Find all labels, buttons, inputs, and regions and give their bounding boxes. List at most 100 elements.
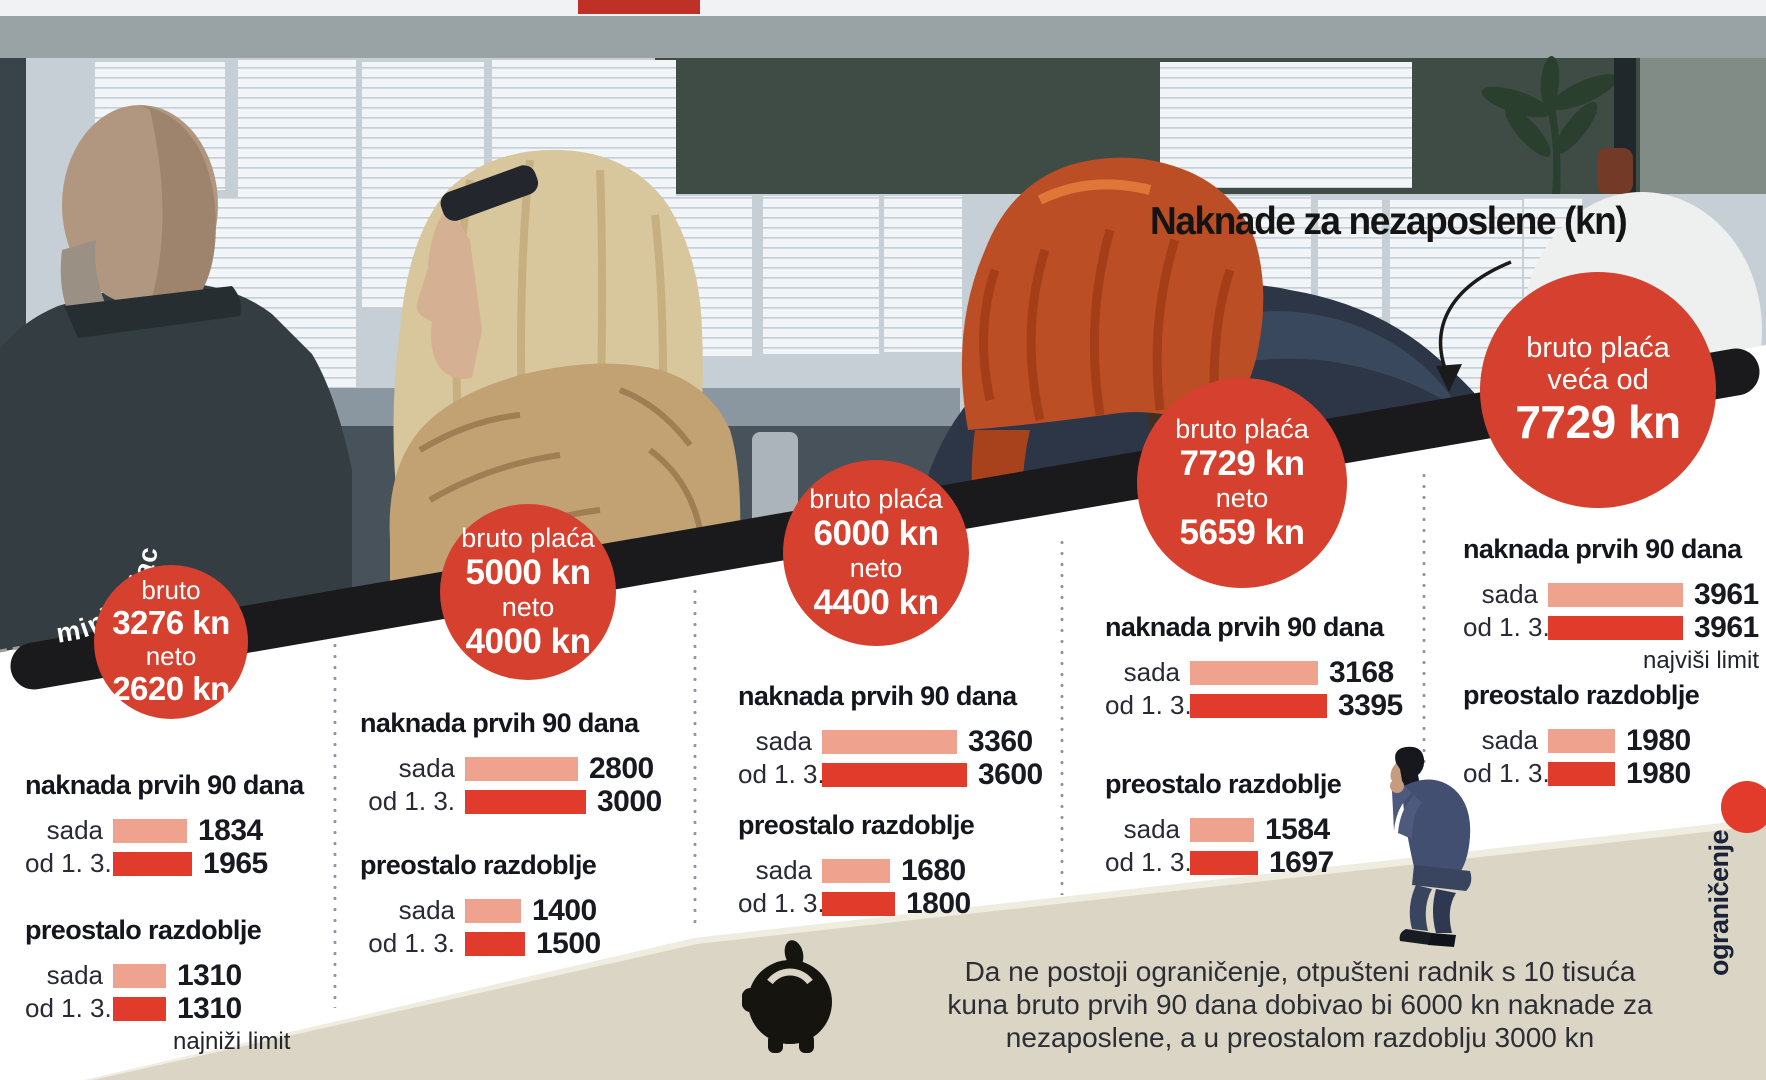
- row-label: sada: [755, 855, 812, 885]
- chart-row: sada 3961: [1463, 578, 1760, 611]
- row-value: 3168: [1329, 655, 1394, 689]
- chart-row: sada 1680: [738, 854, 974, 887]
- benefit-remaining-col2: preostalo razdoblje sada 1400 od 1. 3. 1…: [360, 850, 601, 960]
- chart-row: sada 1834: [25, 814, 304, 847]
- sunglasses: [440, 165, 539, 221]
- footer-line: nezaposlene, a u preostalom razdoblju 30…: [1005, 1022, 1595, 1053]
- salary-line: bruto: [141, 574, 201, 605]
- section-heading: preostalo razdoblje: [1105, 769, 1342, 799]
- section-heading: naknada prvih 90 dana: [738, 681, 1017, 711]
- salary-line: 7729 kn: [1515, 395, 1681, 448]
- salary-line: 4000 kn: [465, 622, 591, 662]
- salary-line: 4400 kn: [813, 583, 939, 623]
- row-value: 1980: [1626, 756, 1691, 790]
- row-label: sada: [1481, 579, 1538, 609]
- salary-line: 2620 kn: [112, 670, 230, 708]
- salary-line: 6000 kn: [813, 513, 939, 553]
- chart-row: od 1. 3. 3961: [1463, 611, 1759, 644]
- row-value: 3961: [1694, 610, 1759, 644]
- salary-line: neto: [501, 592, 555, 622]
- footer-line: Da ne postoji ograničenje, otpušteni rad…: [964, 956, 1636, 987]
- row-value: 1584: [1265, 812, 1330, 846]
- bar-sada: [465, 756, 578, 781]
- chart-row: od 1. 3. 1697: [1105, 846, 1341, 879]
- row-value: 1310: [177, 958, 242, 992]
- chart-row: od 1. 3. 1310: [25, 992, 290, 1025]
- bar-od13: [113, 996, 166, 1021]
- salary-circle-minimalac: bruto 3276 kn neto 2620 kn: [94, 565, 248, 719]
- section-heading: naknada prvih 90 dana: [360, 708, 639, 738]
- chart-row: sada 3360: [738, 725, 1043, 758]
- salary-line: 5000 kn: [465, 552, 591, 592]
- chart-row: od 1. 3. 3600: [738, 758, 1043, 791]
- chart-row: sada 1310: [25, 959, 290, 992]
- row-value: 1965: [203, 846, 268, 880]
- salary-circle-7729: bruto plaća 7729 kn neto 5659 kn: [1137, 378, 1347, 588]
- bar-od13: [1548, 761, 1615, 786]
- chart-row: od 1. 3. 1965: [25, 847, 304, 880]
- row-value: 1310: [177, 991, 242, 1025]
- salary-line: bruto plaća: [1526, 331, 1670, 364]
- row-label: od 1. 3.: [368, 786, 455, 816]
- row-value: 2800: [589, 751, 654, 785]
- row-value: 1834: [198, 813, 263, 847]
- chart-row: od 1. 3. 3000: [360, 785, 662, 818]
- row-value: 1980: [1626, 723, 1691, 757]
- column-separator: [1422, 470, 1426, 768]
- section-heading: preostalo razdoblje: [1463, 680, 1700, 710]
- salary-circle-6000: bruto plaća 6000 kn neto 4400 kn: [783, 460, 969, 646]
- benefit-remaining-col3: preostalo razdoblje sada 1680 od 1. 3. 1…: [738, 810, 975, 920]
- chart-row: sada 3168: [1105, 656, 1403, 689]
- bar-sada: [113, 818, 187, 843]
- limit-dot: [1721, 781, 1766, 833]
- salary-line: neto: [145, 641, 197, 671]
- footer-explanation: Da ne postoji ograničenje, otpušteni rad…: [900, 955, 1700, 1054]
- section-heading: preostalo razdoblje: [360, 850, 597, 880]
- ogranicenje-vertical-label: ograničenje: [1704, 829, 1734, 976]
- chart-row: sada 1584: [1105, 813, 1341, 846]
- benefit-first90-col1: naknada prvih 90 dana sada 1834 od 1. 3.…: [25, 770, 304, 880]
- salary-circle-above-7729: bruto plaća veća od 7729 kn: [1480, 272, 1716, 508]
- chart-row: sada 2800: [360, 752, 662, 785]
- bar-od13: [1190, 693, 1327, 718]
- bar-sada: [113, 963, 166, 988]
- salary-line: neto: [1215, 483, 1269, 513]
- column-separator: [333, 640, 337, 1008]
- row-value: 3395: [1338, 688, 1403, 722]
- salary-line: 7729 kn: [1179, 443, 1305, 483]
- red-sign: [578, 0, 700, 14]
- bar-sada: [465, 898, 521, 923]
- bar-sada: [1190, 660, 1318, 685]
- bar-od13: [113, 851, 192, 876]
- salary-line: veća od: [1547, 364, 1649, 397]
- section-heading: naknada prvih 90 dana: [25, 770, 304, 800]
- row-label: sada: [1123, 657, 1180, 687]
- row-label: od 1. 3.: [25, 848, 112, 878]
- salary-line: 3276 kn: [112, 604, 230, 642]
- row-value: 1400: [532, 893, 597, 927]
- bar-od13: [465, 789, 586, 814]
- row-value: 1680: [901, 853, 966, 887]
- footer-line: kuna bruto prvih 90 dana dobivao bi 6000…: [947, 989, 1653, 1020]
- chart-row: od 1. 3. 1980: [1463, 757, 1759, 790]
- bar-od13: [465, 931, 525, 956]
- row-label: sada: [46, 960, 103, 990]
- bar-od13: [822, 891, 895, 916]
- face-profile: [416, 205, 482, 379]
- limit-note-lowest: najniži limit: [173, 1028, 291, 1055]
- row-value: 1697: [1269, 845, 1334, 879]
- row-label: od 1. 3.: [368, 928, 455, 958]
- section-heading: preostalo razdoblje: [25, 915, 262, 945]
- row-label: sada: [46, 815, 103, 845]
- benefit-remaining-col4: preostalo razdoblje sada 1584 od 1. 3. 1…: [1105, 769, 1342, 879]
- benefit-first90-col5: naknada prvih 90 dana sada 3961 od 1. 3.…: [1463, 534, 1759, 675]
- piggy-bank-icon: [742, 940, 832, 1053]
- chart-row: sada 1400: [360, 894, 601, 927]
- row-label: od 1. 3.: [25, 993, 112, 1023]
- window-top-frame: [0, 16, 1766, 58]
- salary-line: neto: [849, 553, 903, 583]
- bar-sada: [1548, 582, 1683, 607]
- section-heading: naknada prvih 90 dana: [1463, 534, 1742, 564]
- bar-sada: [1548, 728, 1615, 753]
